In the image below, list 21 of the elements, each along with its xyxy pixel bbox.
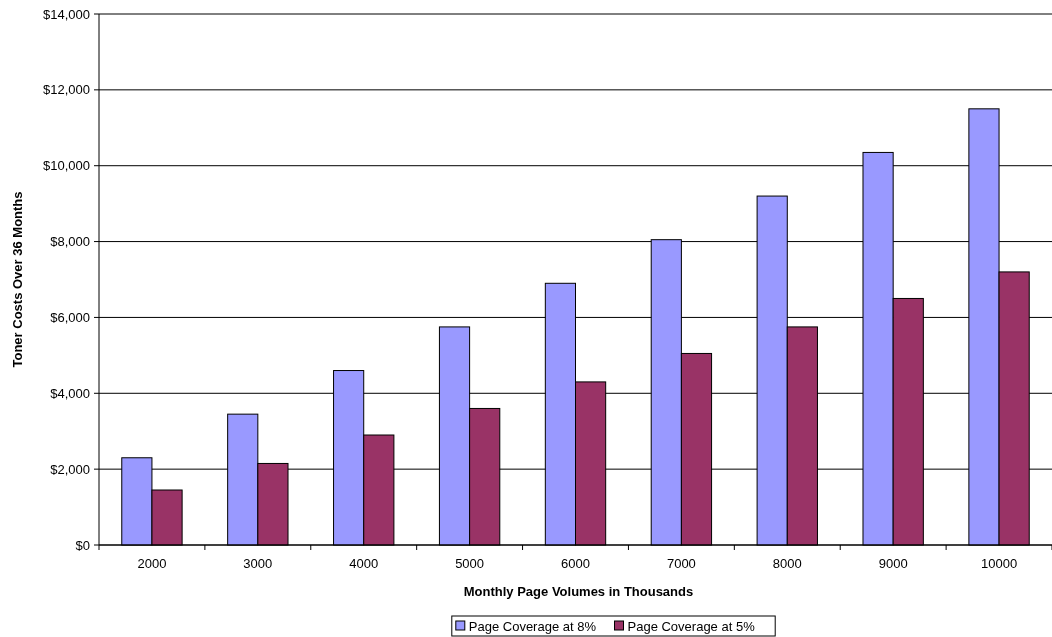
x-tick-label: 3000 [243,556,273,571]
x-tick-label: 6000 [561,556,590,571]
y-tick-label: $0 [75,537,90,553]
x-tick-label: 5000 [455,556,485,571]
x-axis-title: Monthly Page Volumes in Thousands [463,584,694,599]
x-tick-label: 8000 [772,556,802,571]
y-axis-title: Toner Costs Over 36 Months [10,191,25,368]
y-tick-label: $10,000 [43,158,90,174]
x-tick-label: 9000 [878,556,908,571]
x-tick-label: 10000 [980,556,1018,571]
y-tick-label: $8,000 [50,234,90,250]
y-tick-label: $6,000 [50,309,90,325]
y-tick-label: $2,000 [50,461,90,477]
x-tick-label: 4000 [349,556,379,571]
legend-label: Page Coverage at 8% [468,618,597,634]
x-tick-label: 2000 [137,556,167,571]
x-tick-label: 7000 [666,556,696,571]
y-tick-label: $12,000 [43,82,90,98]
legend-label: Page Coverage at 5% [627,618,756,634]
y-tick-label: $14,000 [43,6,90,22]
y-tick-label: $4,000 [50,385,90,401]
